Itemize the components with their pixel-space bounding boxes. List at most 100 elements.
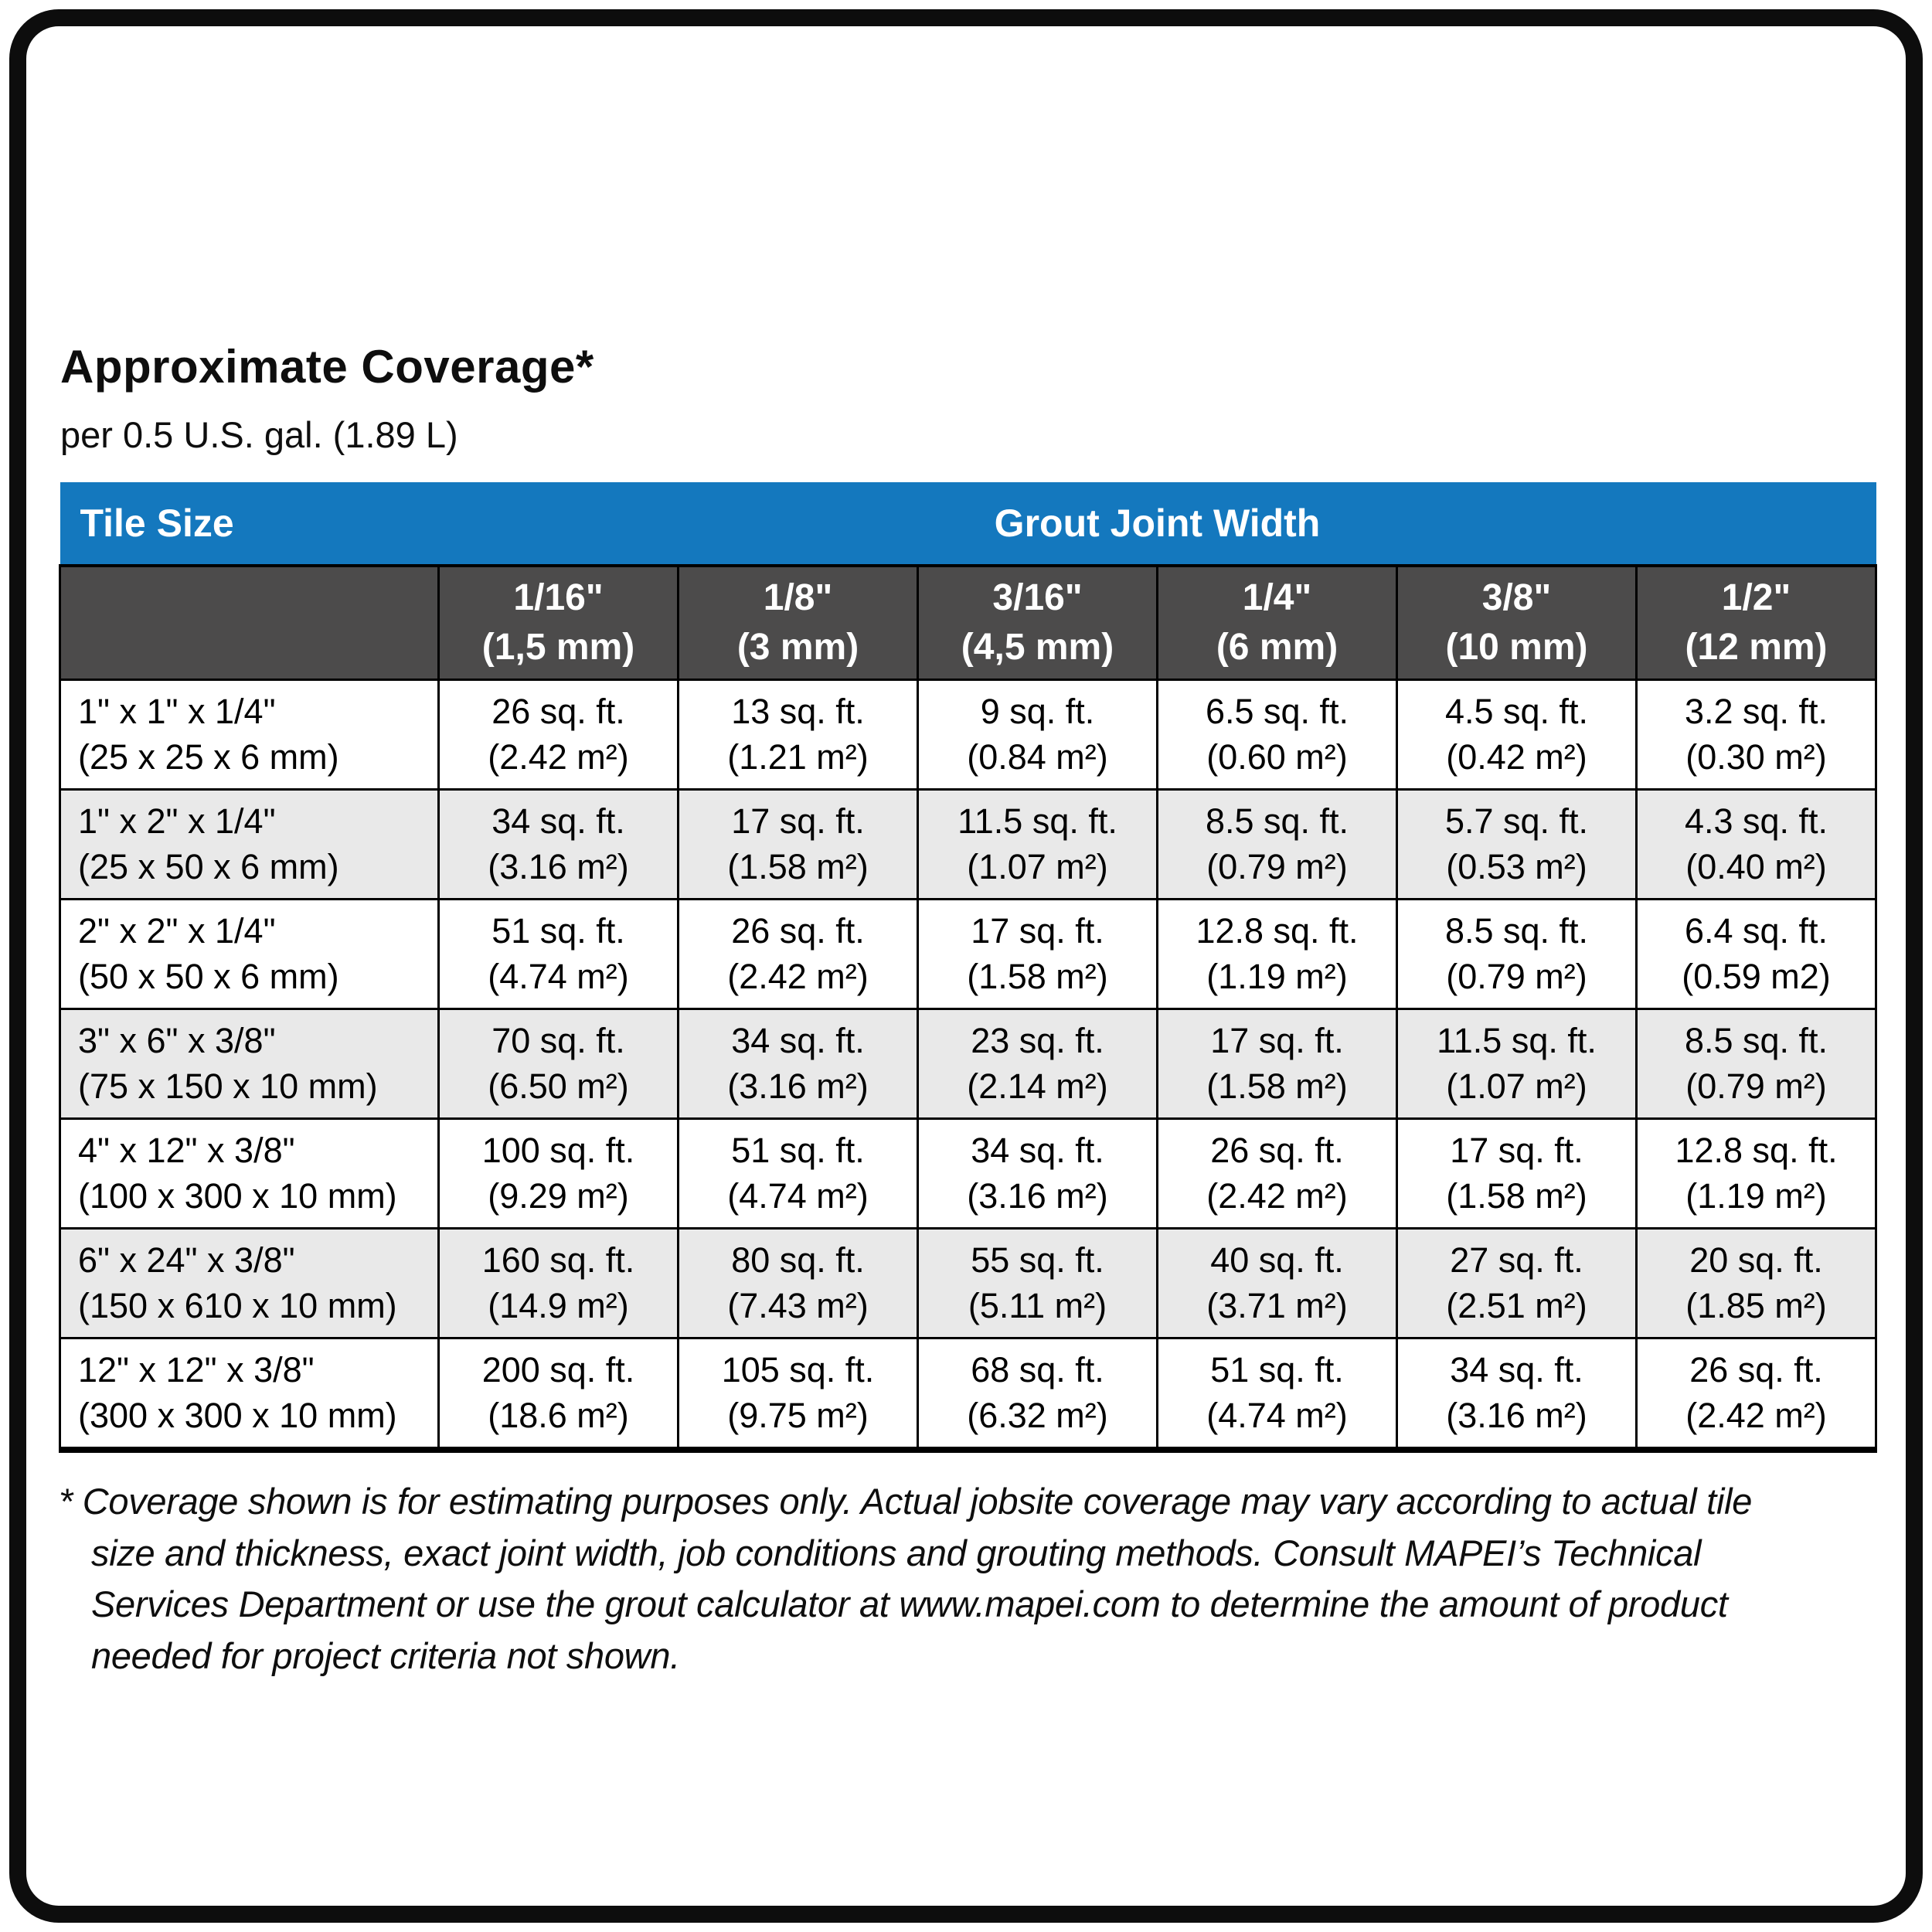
coverage-cell: 12.8 sq. ft. (1.19 m²): [1156, 898, 1398, 1010]
cell-line-primary: 80 sq. ft.: [731, 1240, 865, 1280]
cell-line-metric: (0.79 m²): [1206, 846, 1348, 886]
coverage-cell: 17 sq. ft. (1.58 m²): [1396, 1117, 1638, 1230]
empty-header-cell: [59, 564, 440, 681]
grout-joint-width-header: Grout Joint Width: [438, 482, 1876, 566]
cell-line-primary: 51 sq. ft.: [1210, 1350, 1344, 1389]
coverage-cell: 9 sq. ft. (0.84 m²): [917, 679, 1158, 791]
coverage-cell: 80 sq. ft. (7.43 m²): [677, 1227, 919, 1339]
cell-line-primary: 4" x 12" x 3/8": [78, 1131, 295, 1170]
coverage-cell: 160 sq. ft. (14.9 m²): [437, 1227, 679, 1339]
cell-line-primary: 51 sq. ft.: [492, 911, 625, 951]
cell-line-metric: (1.58 m²): [1446, 1175, 1587, 1216]
cell-line-primary: 6.5 sq. ft.: [1205, 692, 1349, 731]
cell-line-primary: 6" x 24" x 3/8": [78, 1240, 295, 1280]
coverage-cell: 55 sq. ft. (5.11 m²): [917, 1227, 1158, 1339]
cell-line-metric: (0.42 m²): [1446, 736, 1587, 777]
coverage-cell: 26 sq. ft. (2.42 m²): [437, 679, 679, 791]
table-row: 12" x 12" x 3/8" (300 x 300 x 10 mm) 200 s…: [59, 1337, 1878, 1453]
cell-line-metric: (0.30 m²): [1685, 736, 1827, 777]
joint-width-column-header: 1/2" (12 mm): [1634, 564, 1878, 681]
cell-line-primary: 2" x 2" x 1/4": [78, 911, 276, 951]
cell-line-primary: 12.8 sq. ft.: [1196, 911, 1359, 951]
cell-line-primary: 1/8": [763, 577, 833, 618]
cell-line-metric: (3.16 m²): [488, 846, 629, 886]
cell-line-metric: (2.42 m²): [727, 956, 869, 996]
cell-line-metric: (3.16 m²): [1446, 1395, 1587, 1435]
cell-line-primary: 26 sq. ft.: [1210, 1131, 1344, 1170]
coverage-cell: 34 sq. ft. (3.16 m²): [677, 1008, 919, 1120]
cell-line-primary: 17 sq. ft.: [971, 911, 1104, 951]
coverage-cell: 17 sq. ft. (1.58 m²): [677, 788, 919, 900]
cell-line-primary: 51 sq. ft.: [731, 1131, 865, 1170]
coverage-cell: 105 sq. ft. (9.75 m²): [677, 1337, 919, 1453]
cell-line-metric: (1.58 m²): [727, 846, 869, 886]
cell-line-primary: 34 sq. ft.: [731, 1021, 865, 1060]
cell-line-metric: (6.50 m²): [488, 1066, 629, 1106]
cell-line-metric: (3.16 m²): [967, 1175, 1108, 1216]
cell-line-primary: 40 sq. ft.: [1210, 1240, 1344, 1280]
tile-size-cell: 2" x 2" x 1/4" (50 x 50 x 6 mm): [59, 898, 440, 1010]
cell-line-metric: (1.07 m²): [967, 846, 1108, 886]
coverage-cell: 51 sq. ft. (4.74 m²): [677, 1117, 919, 1230]
coverage-cell: 68 sq. ft. (6.32 m²): [917, 1337, 1158, 1453]
cell-line-primary: 3/16": [992, 577, 1083, 618]
cell-line-primary: 12.8 sq. ft.: [1675, 1131, 1838, 1170]
cell-line-metric: (1,5 mm): [481, 627, 635, 668]
coverage-cell: 23 sq. ft. (2.14 m²): [917, 1008, 1158, 1120]
cell-line-primary: 3.2 sq. ft.: [1684, 692, 1828, 731]
cell-line-primary: 26 sq. ft.: [1689, 1350, 1823, 1389]
cell-line-metric: (6.32 m²): [967, 1395, 1108, 1435]
coverage-cell: 4.5 sq. ft. (0.42 m²): [1396, 679, 1638, 791]
cell-line-primary: 27 sq. ft.: [1450, 1240, 1583, 1280]
cell-line-metric: (25 x 25 x 6 mm): [78, 736, 339, 777]
tile-size-cell: 4" x 12" x 3/8" (100 x 300 x 10 mm): [59, 1117, 440, 1230]
cell-line-primary: 105 sq. ft.: [721, 1350, 875, 1389]
cell-line-metric: (4.74 m²): [488, 956, 629, 996]
tile-size-cell: 3" x 6" x 3/8" (75 x 150 x 10 mm): [59, 1008, 440, 1120]
coverage-cell: 70 sq. ft. (6.50 m²): [437, 1008, 679, 1120]
cell-line-primary: 68 sq. ft.: [971, 1350, 1104, 1389]
cell-line-primary: 17 sq. ft.: [731, 801, 865, 841]
coverage-cell: 26 sq. ft. (2.42 m²): [1634, 1337, 1878, 1453]
cell-line-metric: (12 mm): [1685, 627, 1828, 668]
coverage-cell: 5.7 sq. ft. (0.53 m²): [1396, 788, 1638, 900]
cell-line-primary: 200 sq. ft.: [481, 1350, 635, 1389]
cell-line-primary: 6.4 sq. ft.: [1684, 911, 1828, 951]
coverage-cell: 13 sq. ft. (1.21 m²): [677, 679, 919, 791]
table-row: 4" x 12" x 3/8" (100 x 300 x 10 mm) 100 sq…: [59, 1117, 1878, 1230]
cell-line-metric: (2.51 m²): [1446, 1285, 1587, 1325]
cell-line-primary: 9 sq. ft.: [980, 692, 1095, 731]
cell-line-metric: (50 x 50 x 6 mm): [78, 956, 339, 996]
cell-line-primary: 3/8": [1481, 577, 1552, 618]
cell-line-metric: (150 x 610 x 10 mm): [78, 1285, 397, 1325]
cell-line-metric: (1.07 m²): [1446, 1066, 1587, 1106]
coverage-cell: 100 sq. ft. (9.29 m²): [437, 1117, 679, 1230]
cell-line-metric: (18.6 m²): [488, 1395, 629, 1435]
cell-line-metric: (3.16 m²): [727, 1066, 869, 1106]
coverage-cell: 11.5 sq. ft. (1.07 m²): [1396, 1008, 1638, 1120]
cell-line-primary: 11.5 sq. ft.: [957, 801, 1117, 841]
cell-line-primary: 26 sq. ft.: [731, 911, 865, 951]
table-row: 2" x 2" x 1/4" (50 x 50 x 6 mm) 51 sq. ft.…: [59, 898, 1878, 1010]
joint-width-column-header: 1/4" (6 mm): [1156, 564, 1398, 681]
cell-line-metric: (1.19 m²): [1685, 1175, 1827, 1216]
cell-line-primary: 5.7 sq. ft.: [1444, 801, 1589, 841]
coverage-cell: 6.4 sq. ft. (0.59 m2): [1634, 898, 1878, 1010]
table-header-columns: 1/16" (1,5 mm) 1/8" (3 mm) 3/16" (4,5 mm) 1/4"…: [59, 564, 1878, 681]
table-header-main: Tile Size Grout Joint Width: [60, 482, 1876, 566]
cell-line-primary: 160 sq. ft.: [481, 1240, 635, 1280]
cell-line-primary: 8.5 sq. ft.: [1205, 801, 1349, 841]
coverage-cell: 51 sq. ft. (4.74 m²): [437, 898, 679, 1010]
page-title: Approximate Coverage*: [60, 341, 594, 393]
cell-line-metric: (14.9 m²): [488, 1285, 629, 1325]
coverage-table: Tile Size Grout Joint Width 1/16" (1,5 mm…: [59, 482, 1878, 1453]
coverage-cell: 40 sq. ft. (3.71 m²): [1156, 1227, 1398, 1339]
cell-line-metric: (4.74 m²): [1206, 1395, 1348, 1435]
cell-line-primary: 3" x 6" x 3/8": [78, 1021, 276, 1060]
cell-line-metric: (75 x 150 x 10 mm): [78, 1066, 378, 1106]
cell-line-primary: 1" x 1" x 1/4": [78, 692, 276, 731]
cell-line-metric: (6 mm): [1216, 627, 1338, 668]
cell-line-primary: 34 sq. ft.: [1450, 1350, 1583, 1389]
cell-line-primary: 20 sq. ft.: [1689, 1240, 1823, 1280]
cell-line-metric: (10 mm): [1445, 627, 1588, 668]
